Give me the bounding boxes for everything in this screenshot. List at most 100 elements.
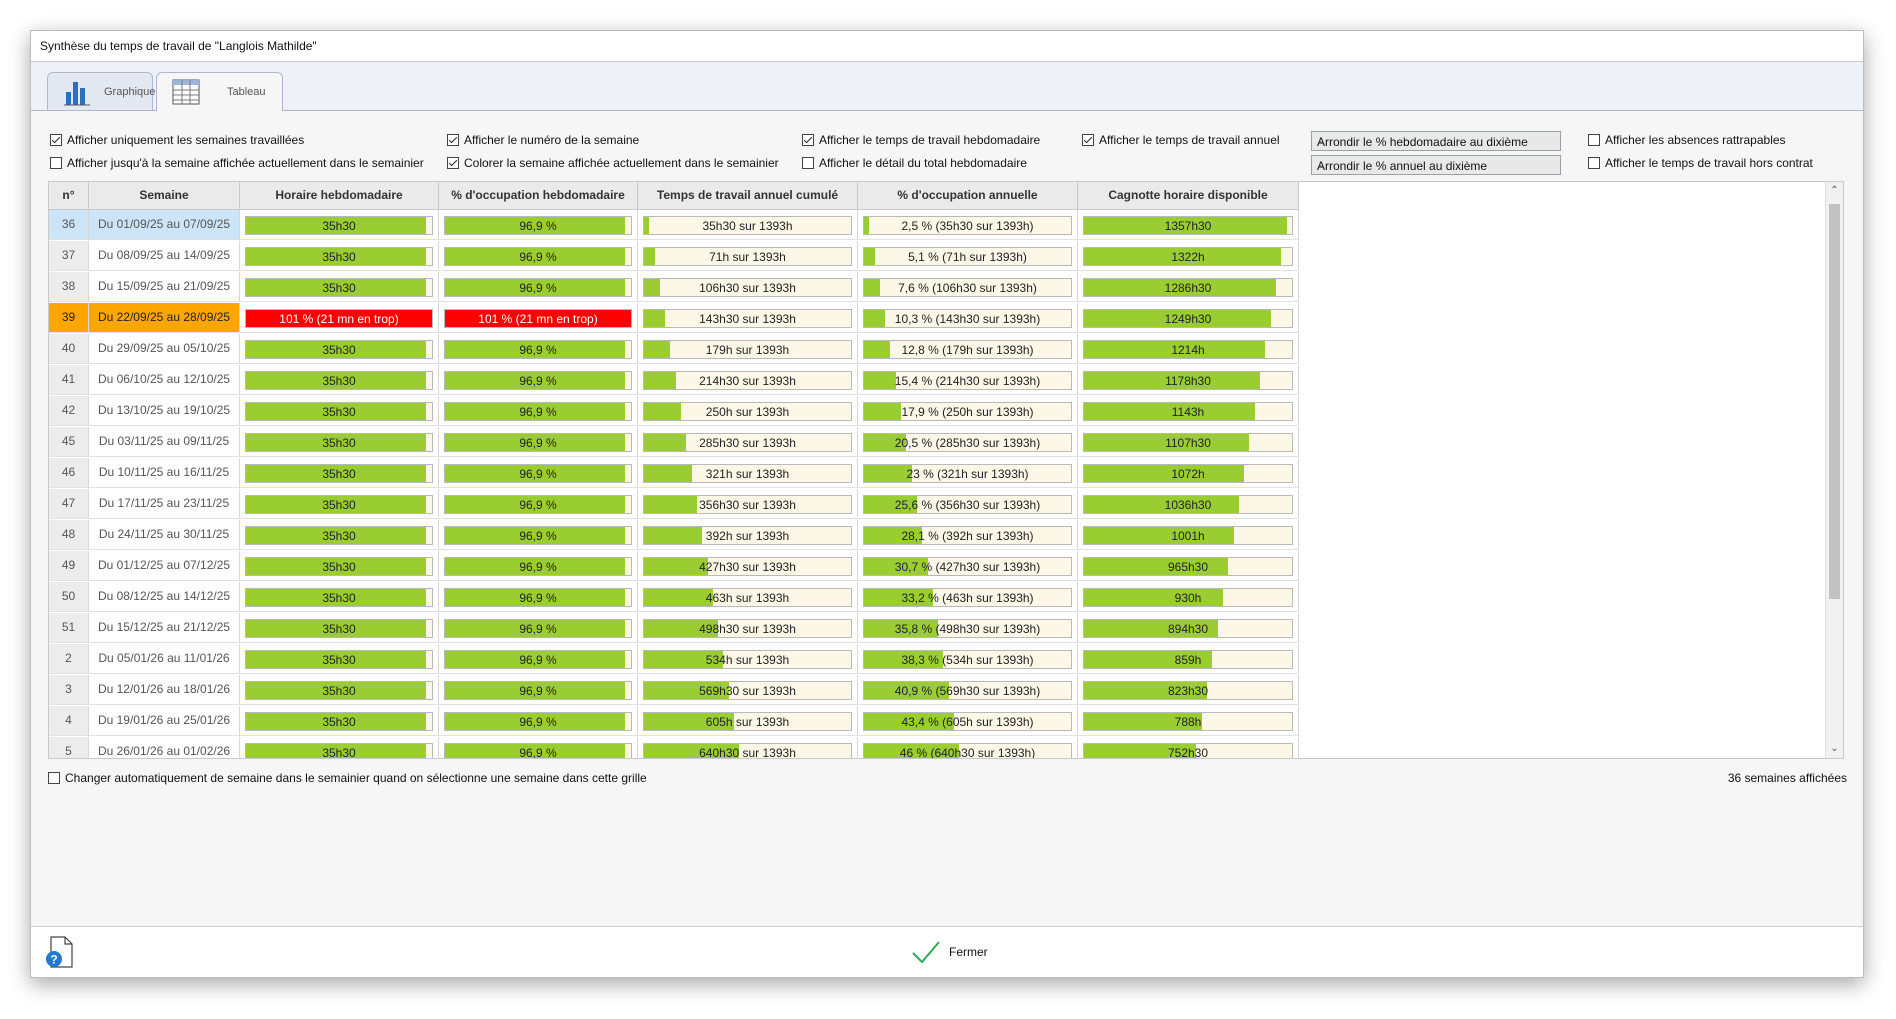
scroll-up-icon[interactable]: ⌃ [1830,185,1839,196]
week-number-cell[interactable]: 51 [49,613,89,643]
annual-cumulative-cell[interactable]: 463h sur 1393h [638,582,858,612]
week-number-cell[interactable]: 2 [49,644,89,674]
annual-cumulative-cell[interactable]: 569h30 sur 1393h [638,675,858,705]
checkbox[interactable] [1082,134,1094,146]
annual-cumulative-cell[interactable]: 179h sur 1393h [638,334,858,364]
week-range-cell[interactable]: Du 17/11/25 au 23/11/25 [89,489,240,519]
weekly-occupation-cell[interactable]: 96,9 % [439,396,638,426]
option-color-current-week[interactable]: Colorer la semaine affichée actuellement… [447,156,779,170]
time-pot-cell[interactable]: 1178h30 [1078,365,1299,395]
table-row[interactable]: 4 Du 19/01/26 au 25/01/26 35h30 96,9 % 605h … [49,706,1309,736]
table-row[interactable]: 5 Du 26/01/26 au 01/02/26 35h30 96,9 % 640h3… [49,737,1309,758]
week-range-cell[interactable]: Du 06/10/25 au 12/10/25 [89,365,240,395]
annual-cumulative-cell[interactable]: 285h30 sur 1393h [638,427,858,457]
vertical-scrollbar[interactable]: ⌃ ⌄ [1825,182,1843,758]
annual-occupation-cell[interactable]: 5,1 % (71h sur 1393h) [858,241,1078,271]
annual-cumulative-cell[interactable]: 640h30 sur 1393h [638,737,858,758]
weekly-hours-cell[interactable]: 35h30 [240,520,439,550]
option-show-week-number[interactable]: Afficher le numéro de la semaine [447,133,639,147]
annual-cumulative-cell[interactable]: 392h sur 1393h [638,520,858,550]
annual-cumulative-cell[interactable]: 534h sur 1393h [638,644,858,674]
time-pot-cell[interactable]: 1072h [1078,458,1299,488]
checkbox[interactable] [50,157,62,169]
annual-occupation-cell[interactable]: 25,6 % (356h30 sur 1393h) [858,489,1078,519]
weekly-hours-cell[interactable]: 35h30 [240,365,439,395]
week-number-cell[interactable]: 3 [49,675,89,705]
week-range-cell[interactable]: Du 12/01/26 au 18/01/26 [89,675,240,705]
time-pot-cell[interactable]: 823h30 [1078,675,1299,705]
annual-rounding-select[interactable]: Arrondir le % annuel au dixième ⌄ [1311,155,1561,175]
table-row[interactable]: 39 Du 22/09/25 au 28/09/25 101 % (21 mn en… [49,303,1309,333]
option-until-current-week[interactable]: Afficher jusqu'à la semaine affichée act… [50,156,424,170]
tab-graphique[interactable]: Graphique [47,72,155,110]
time-pot-cell[interactable]: 1249h30 [1078,303,1299,333]
annual-occupation-cell[interactable]: 10,3 % (143h30 sur 1393h) [858,303,1078,333]
annual-occupation-cell[interactable]: 35,8 % (498h30 sur 1393h) [858,613,1078,643]
table-row[interactable]: 50 Du 08/12/25 au 14/12/25 35h30 96,9 % 463h… [49,582,1309,612]
col-header-time-pot[interactable]: Cagnotte horaire disponible [1078,182,1299,210]
time-pot-cell[interactable]: 1322h [1078,241,1299,271]
time-pot-cell[interactable]: 859h [1078,644,1299,674]
option-show-weekly-detail[interactable]: Afficher le détail du total hebdomadaire [802,156,1027,170]
week-range-cell[interactable]: Du 13/10/25 au 19/10/25 [89,396,240,426]
help-document-icon[interactable]: ? [45,935,75,969]
table-row[interactable]: 37 Du 08/09/25 au 14/09/25 35h30 96,9 % 71h … [49,241,1309,271]
table-row[interactable]: 2 Du 05/01/26 au 11/01/26 35h30 96,9 % 534h … [49,644,1309,674]
weekly-hours-cell[interactable]: 35h30 [240,427,439,457]
week-range-cell[interactable]: Du 03/11/25 au 09/11/25 [89,427,240,457]
week-number-cell[interactable]: 41 [49,365,89,395]
time-pot-cell[interactable]: 1036h30 [1078,489,1299,519]
close-button[interactable]: Fermer [911,937,988,967]
annual-cumulative-cell[interactable]: 214h30 sur 1393h [638,365,858,395]
weekly-occupation-cell[interactable]: 96,9 % [439,272,638,302]
weekly-occupation-cell[interactable]: 96,9 % [439,427,638,457]
table-row[interactable]: 45 Du 03/11/25 au 09/11/25 35h30 96,9 % 285h… [49,427,1309,457]
weekly-hours-cell[interactable]: 35h30 [240,675,439,705]
week-range-cell[interactable]: Du 15/12/25 au 21/12/25 [89,613,240,643]
table-row[interactable]: 38 Du 15/09/25 au 21/09/25 35h30 96,9 % 106h… [49,272,1309,302]
time-pot-cell[interactable]: 930h [1078,582,1299,612]
time-pot-cell[interactable]: 1143h [1078,396,1299,426]
annual-cumulative-cell[interactable]: 106h30 sur 1393h [638,272,858,302]
weekly-hours-cell[interactable]: 35h30 [240,334,439,364]
option-show-out-of-contract[interactable]: Afficher le temps de travail hors contra… [1588,156,1813,170]
table-row[interactable]: 47 Du 17/11/25 au 23/11/25 35h30 96,9 % 356h… [49,489,1309,519]
table-row[interactable]: 41 Du 06/10/25 au 12/10/25 35h30 96,9 % 214h… [49,365,1309,395]
week-number-cell[interactable]: 49 [49,551,89,581]
time-pot-cell[interactable]: 1107h30 [1078,427,1299,457]
table-row[interactable]: 3 Du 12/01/26 au 18/01/26 35h30 96,9 % 569h3… [49,675,1309,705]
time-pot-cell[interactable]: 788h [1078,706,1299,736]
weekly-occupation-cell[interactable]: 96,9 % [439,458,638,488]
checkbox[interactable] [447,134,459,146]
weekly-occupation-cell[interactable]: 96,9 % [439,706,638,736]
weekly-occupation-cell[interactable]: 96,9 % [439,210,638,240]
week-range-cell[interactable]: Du 08/09/25 au 14/09/25 [89,241,240,271]
weekly-occupation-cell[interactable]: 101 % (21 mn en trop) [439,303,638,333]
week-number-cell[interactable]: 40 [49,334,89,364]
annual-occupation-cell[interactable]: 23 % (321h sur 1393h) [858,458,1078,488]
weekly-occupation-cell[interactable]: 96,9 % [439,334,638,364]
weekly-rounding-select[interactable]: Arrondir le % hebdomadaire au dixième ⌄ [1311,131,1561,151]
weeks-grid[interactable]: n° Semaine Horaire hebdomadaire % d'occu… [48,181,1844,759]
col-header-annual-occupation[interactable]: % d'occupation annuelle [858,182,1078,210]
scroll-down-icon[interactable]: ⌄ [1830,743,1839,754]
week-number-cell[interactable]: 42 [49,396,89,426]
weekly-occupation-cell[interactable]: 96,9 % [439,644,638,674]
weekly-hours-cell[interactable]: 35h30 [240,272,439,302]
time-pot-cell[interactable]: 965h30 [1078,551,1299,581]
week-range-cell[interactable]: Du 19/01/26 au 25/01/26 [89,706,240,736]
annual-cumulative-cell[interactable]: 498h30 sur 1393h [638,613,858,643]
tab-tableau[interactable]: Tableau [156,72,283,112]
annual-occupation-cell[interactable]: 46 % (640h30 sur 1393h) [858,737,1078,758]
weekly-hours-cell[interactable]: 35h30 [240,241,439,271]
checkbox[interactable] [1588,134,1600,146]
col-header-weekly-hours[interactable]: Horaire hebdomadaire [240,182,439,210]
week-range-cell[interactable]: Du 24/11/25 au 30/11/25 [89,520,240,550]
week-number-cell[interactable]: 48 [49,520,89,550]
week-range-cell[interactable]: Du 15/09/25 au 21/09/25 [89,272,240,302]
weekly-occupation-cell[interactable]: 96,9 % [439,520,638,550]
week-number-cell[interactable]: 47 [49,489,89,519]
weekly-occupation-cell[interactable]: 96,9 % [439,737,638,758]
option-show-catchup-absences[interactable]: Afficher les absences rattrapables [1588,133,1786,147]
annual-cumulative-cell[interactable]: 35h30 sur 1393h [638,210,858,240]
